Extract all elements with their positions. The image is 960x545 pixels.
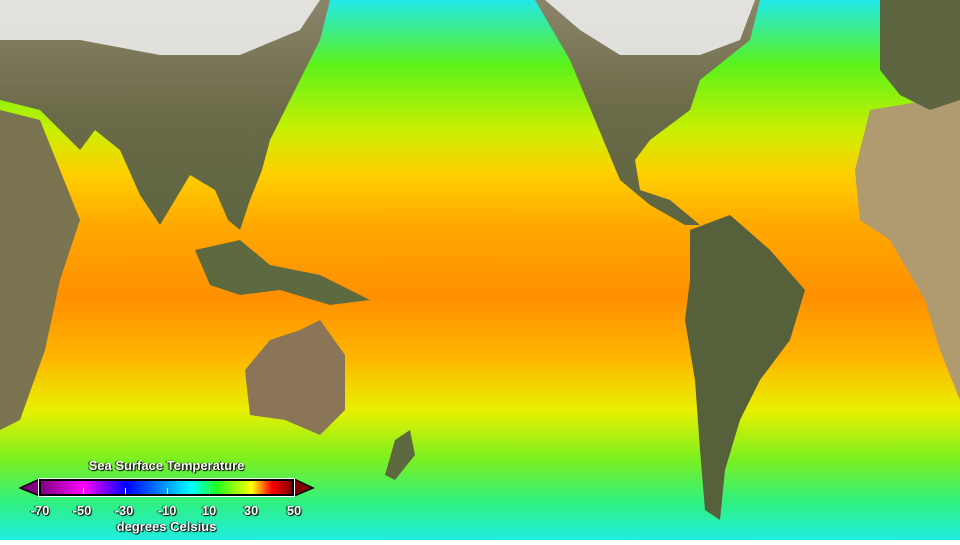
tick-label: -30 [114, 503, 134, 518]
south-america [685, 215, 805, 520]
legend-title: Sea Surface Temperature [88, 458, 245, 473]
tick-label: -70 [30, 503, 50, 518]
colorbar-tick [167, 488, 168, 494]
colorbar-min-arrow [19, 479, 41, 497]
colorbar-max-arrow [293, 479, 315, 497]
north-america [535, 0, 760, 225]
tick-label: 30 [243, 503, 259, 518]
australia [245, 320, 345, 435]
tick-label: -10 [157, 503, 177, 518]
indonesia [195, 240, 370, 305]
tick-label: -50 [72, 503, 92, 518]
colorbar-tick [83, 488, 84, 494]
north-america-snow [545, 0, 755, 55]
legend-unit: degrees Celsius [116, 519, 217, 534]
new-zealand [385, 430, 415, 480]
europe [880, 0, 960, 110]
colorbar-tick [125, 488, 126, 494]
tick-label: 50 [286, 503, 302, 518]
tick-label: 10 [201, 503, 217, 518]
colorbar-tick [251, 488, 252, 494]
africa-west [0, 110, 80, 430]
colorbar-tick [209, 488, 210, 494]
africa-east [855, 95, 960, 400]
asia [0, 0, 330, 230]
colorbar [38, 478, 295, 497]
asia-snow [0, 0, 320, 55]
